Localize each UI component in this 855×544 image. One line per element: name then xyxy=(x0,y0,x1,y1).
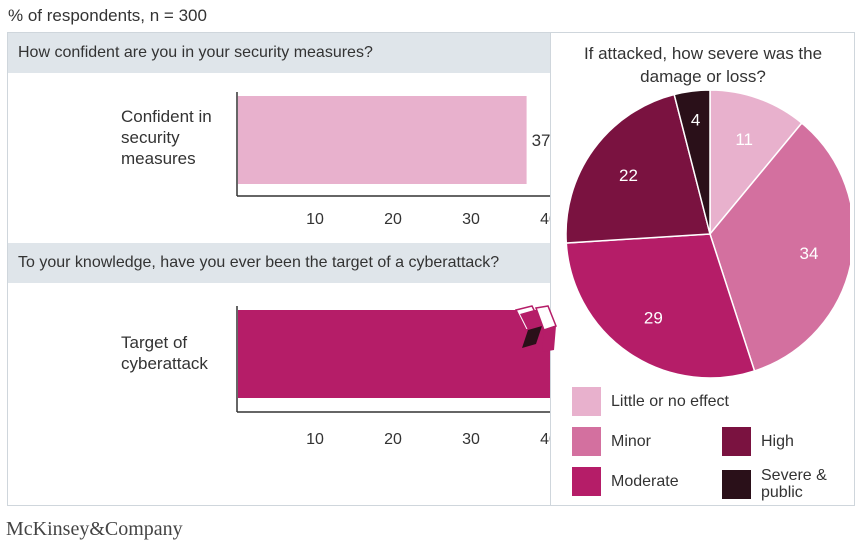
pie-chart-title: If attacked, how severe was the damage o… xyxy=(583,44,823,86)
bar-chart-2-title: To your knowledge, have you ever been th… xyxy=(8,243,550,283)
chart-subtitle: % of respondents, n = 300 xyxy=(8,6,207,25)
legend-swatch xyxy=(722,469,751,499)
pie-slice-0 xyxy=(709,89,803,237)
bar-chart-1-value-label: 37 xyxy=(532,131,550,150)
bar-chart-2-bar xyxy=(238,310,550,398)
bar-chart-1-tick-label: 20 xyxy=(384,211,402,228)
legend-item-little-or-no-effect: Little or no effect xyxy=(572,387,729,416)
double-chevron-right-icon xyxy=(514,305,557,352)
legend-swatch xyxy=(572,467,601,496)
pie-chart-svg: 11 34 29 22 4 xyxy=(565,89,850,379)
bar-chart-1-tick-label: 10 xyxy=(306,211,324,228)
legend-swatch xyxy=(722,427,751,456)
legend-item-severe-and-public: Severe & public xyxy=(722,467,841,501)
bar-chart-2-tick-label: 10 xyxy=(306,431,324,448)
pie-slice-label-3: 22 xyxy=(619,166,638,185)
bar-chart-1-tick-label: 40 xyxy=(540,211,550,228)
company-logo: McKinsey&Company xyxy=(6,518,183,540)
legend-swatch xyxy=(572,387,601,416)
bar-chart-2-category-label: Target of cyberattack xyxy=(121,333,208,373)
bar-chart-2-tick-label: 20 xyxy=(384,431,402,448)
pie-slice-2 xyxy=(565,233,756,379)
pie-slice-4 xyxy=(673,89,711,235)
pie-slice-label-0: 11 xyxy=(735,130,753,149)
legend-label: Severe & public xyxy=(761,467,827,501)
legend-label: High xyxy=(761,433,794,450)
bar-chart-1-tick-label: 30 xyxy=(462,211,480,228)
legend-label: Minor xyxy=(611,433,652,450)
pie-slice-label-1: 34 xyxy=(800,244,819,263)
bar-chart-1-bar xyxy=(238,96,527,184)
pie-slice-3 xyxy=(565,93,711,244)
legend-item-minor: Minor xyxy=(572,427,651,456)
legend-label: Little or no effect xyxy=(611,393,729,410)
legend-item-moderate: Moderate xyxy=(572,467,679,496)
bar-charts-svg: 371020304050471020304050 xyxy=(236,92,550,448)
legend-swatch xyxy=(572,427,601,456)
pie-slice-label-2: 29 xyxy=(644,308,663,327)
panel-divider xyxy=(550,32,551,506)
bar-chart-2-tick-label: 40 xyxy=(540,431,550,448)
bar-chart-2-tick-label: 30 xyxy=(462,431,480,448)
legend-item-high: High xyxy=(722,427,794,456)
bar-chart-1-category-label: Confident in security measures xyxy=(121,107,212,168)
legend-label: Moderate xyxy=(611,473,679,490)
pie-slice-label-4: 4 xyxy=(691,111,700,130)
pie-slice-1 xyxy=(709,121,850,372)
bar-chart-1-title: How confident are you in your security m… xyxy=(8,33,550,73)
